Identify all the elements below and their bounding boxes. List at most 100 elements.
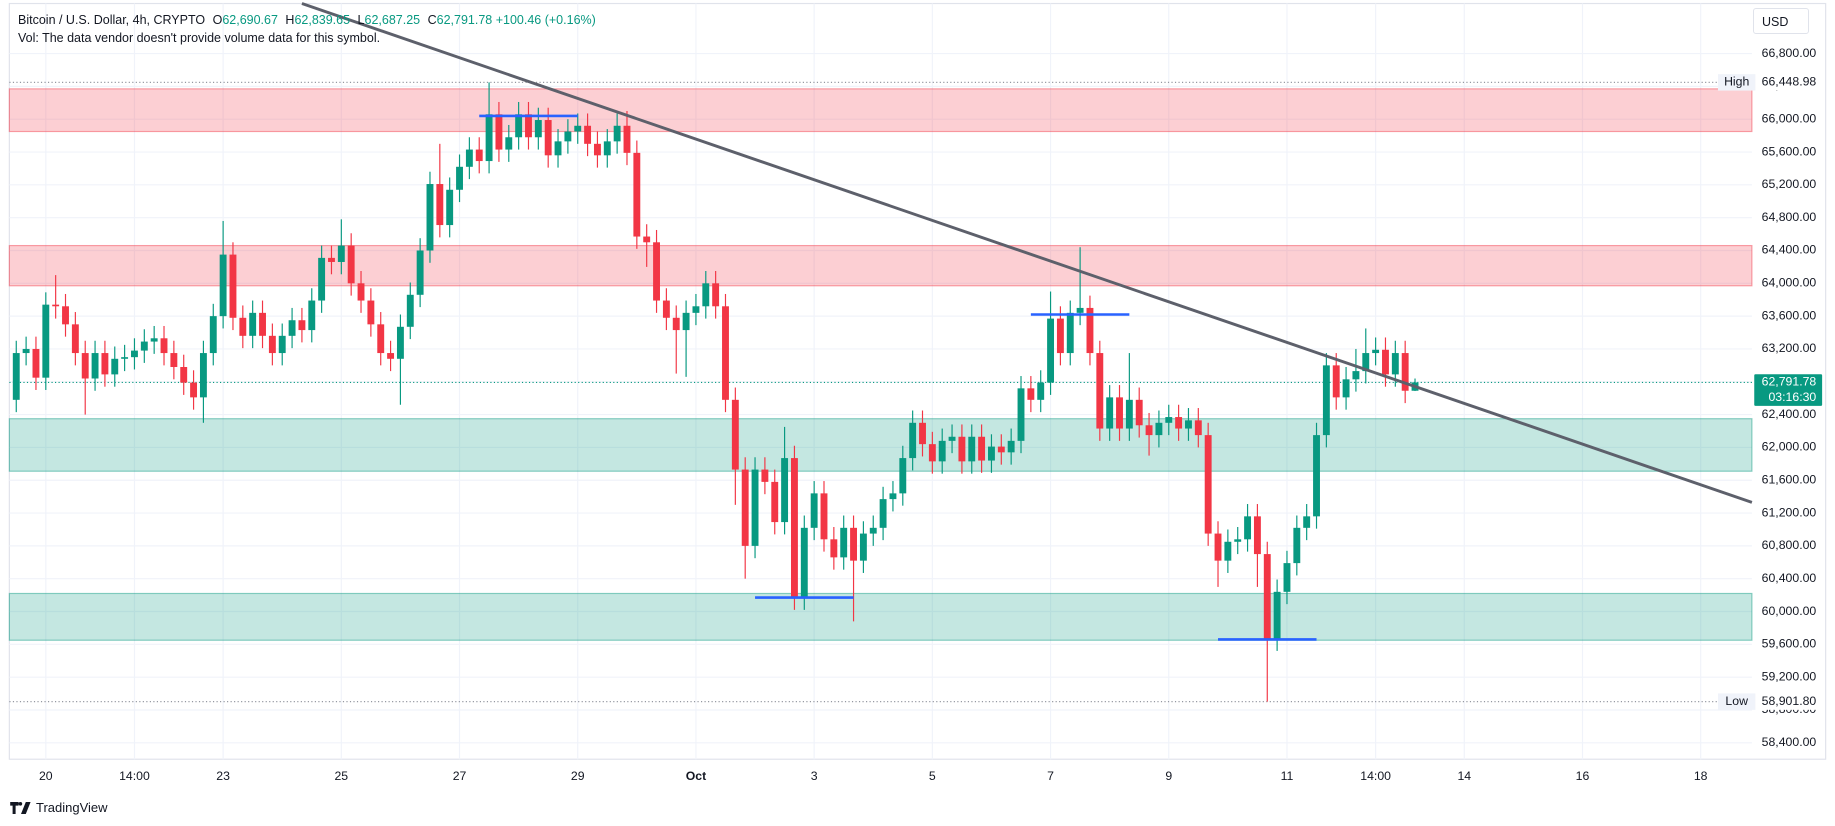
candle-body (446, 189, 454, 226)
low-value: 62,687.25 (364, 13, 421, 27)
currency-button[interactable]: USD (1753, 8, 1809, 34)
candle-body (1155, 422, 1163, 436)
candle-body (396, 326, 404, 359)
trend-line (301, 2, 1753, 504)
volume-note: Vol: The data vendor doesn't provide vol… (18, 31, 381, 45)
candle-body (810, 493, 818, 528)
candle-body (1234, 539, 1242, 542)
x-tick-label: Oct (686, 769, 706, 783)
candle-body (436, 184, 444, 226)
y-tick-label: 65,600.00 (1762, 144, 1817, 158)
candle-body (712, 283, 720, 307)
candle-body (1145, 425, 1153, 436)
x-tick-label: 23 (216, 769, 230, 783)
candle-body (101, 353, 109, 375)
candle-body (465, 149, 473, 167)
candle-body (672, 317, 680, 331)
candle-body (1313, 435, 1320, 517)
close-key: C (427, 13, 437, 27)
symbol: Bitcoin / U.S. Dollar, 4h, CRYPTO (18, 13, 206, 27)
candle-body (1224, 541, 1232, 561)
candle-body (42, 304, 50, 378)
high-value: 62,839.65 (294, 13, 351, 27)
candle-body (426, 184, 434, 251)
candle-body (298, 320, 306, 331)
legend-header: Bitcoin / U.S. Dollar, 4h, CRYPTO O62,69… (18, 11, 596, 47)
candle-body (662, 300, 670, 318)
candle-body (958, 436, 966, 462)
candle-body (1372, 349, 1380, 354)
y-tick-label: 64,800.00 (1762, 210, 1817, 224)
candle-body (722, 306, 729, 400)
candle-body (968, 436, 976, 462)
candle-body (692, 306, 700, 313)
marker-tag-label: Low (1725, 694, 1748, 708)
x-tick-label: 16 (1576, 769, 1590, 783)
candle-body (170, 353, 178, 368)
brand-logo (10, 801, 31, 814)
candle-body (741, 469, 749, 546)
candle-body (850, 527, 857, 561)
candle-body (584, 125, 592, 144)
y-tick-label: 63,600.00 (1762, 308, 1817, 322)
candle-body (919, 422, 926, 445)
candle-body (219, 254, 227, 317)
candle-body (505, 137, 513, 150)
candle-body (1391, 353, 1399, 375)
marker-tag-label: High (1724, 75, 1749, 89)
y-tick-label: 59,200.00 (1762, 669, 1817, 683)
candle-body (643, 236, 651, 243)
candle-body (495, 114, 503, 150)
candle-body (1037, 382, 1045, 400)
candle-body (377, 324, 385, 354)
candle-body (1401, 353, 1409, 391)
candle-body (209, 316, 217, 354)
candle-body (140, 341, 148, 351)
candle-body (820, 493, 828, 540)
candle-body (91, 353, 99, 379)
candle-body (790, 458, 798, 598)
candle-body (948, 436, 956, 441)
candle-body (1047, 318, 1055, 383)
open-key: O (212, 13, 223, 27)
x-tick-label: 25 (334, 769, 348, 783)
candle-body (889, 493, 897, 500)
candle-body (909, 422, 917, 459)
high-key: H (285, 13, 295, 27)
zone (8, 244, 1753, 287)
change: +100.46 (+0.16%) (495, 13, 596, 27)
candle-body (337, 245, 345, 262)
candle-body (682, 312, 690, 331)
brand: TradingView (36, 800, 108, 815)
candle-body (1273, 591, 1281, 639)
candle-body (534, 120, 542, 138)
candle-body (1253, 516, 1261, 555)
y-tick-label: 66,000.00 (1762, 111, 1817, 125)
y-tick-label: 64,400.00 (1762, 243, 1817, 257)
candle-body (111, 358, 119, 375)
candle-body (771, 481, 779, 523)
candle-body (574, 125, 582, 132)
candle-body (859, 533, 867, 561)
close-value: 62,791.78 (436, 13, 493, 27)
candle-body (456, 166, 463, 190)
zone (8, 88, 1753, 133)
candle-body (1303, 516, 1311, 528)
candle-body (1322, 365, 1330, 436)
x-tick-label: 7 (1047, 769, 1054, 783)
candle-body (475, 149, 483, 162)
candle-body (190, 382, 198, 398)
candle-body (879, 499, 887, 528)
candle-body (593, 143, 601, 156)
y-tick-label: 60,400.00 (1762, 571, 1817, 585)
candle-body (367, 300, 375, 325)
candle-body (1007, 440, 1015, 453)
candle-body (1204, 435, 1212, 534)
marker-value-bg (1755, 74, 1821, 91)
candle-body (544, 120, 552, 156)
candle-body (357, 283, 365, 301)
candle-body (1106, 397, 1114, 429)
candle-body (525, 114, 532, 138)
